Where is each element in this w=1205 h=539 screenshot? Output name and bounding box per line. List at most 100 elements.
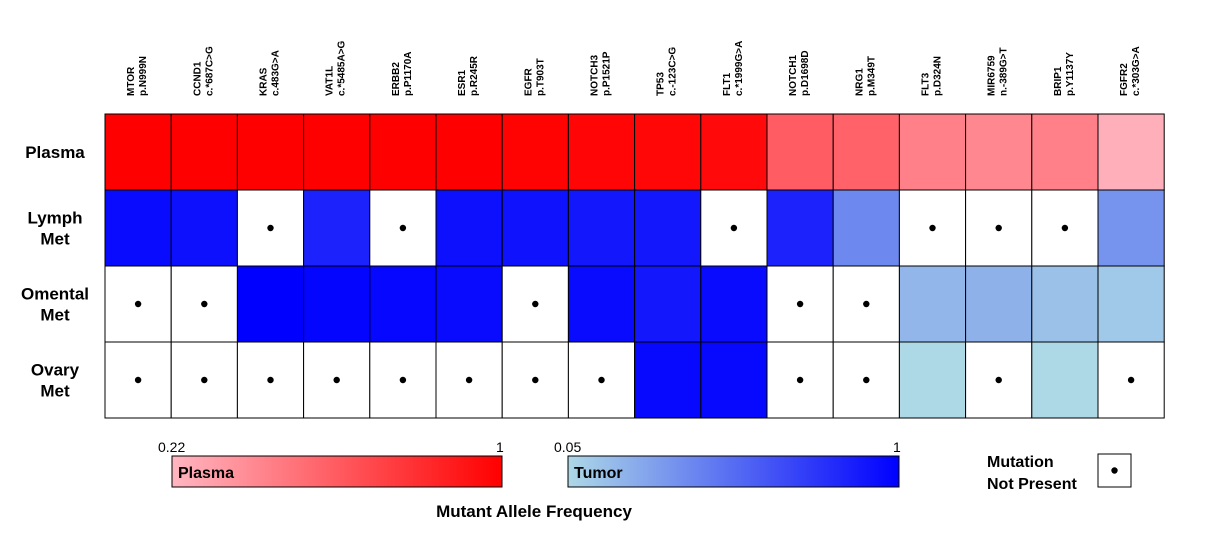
heatmap-cell [898,113,967,191]
column-gene-label: NRG1 [854,68,865,96]
mutation-not-present-dot [995,376,1002,384]
row-label: Plasma [25,143,85,162]
plasma-scale-name: Plasma [178,465,234,482]
mutation-not-present-dot [730,224,738,232]
column-variant-label: p.R245R [469,55,480,96]
heatmap-cell [170,113,238,191]
heatmap-cell [369,113,437,191]
heatmap-cell [236,341,305,419]
heatmap-cell [965,265,1033,343]
row-label: Met [40,382,70,401]
column-variant-label: p.D1698D [800,50,811,96]
heatmap-cell [104,189,172,267]
column-gene-label: CCND1 [192,61,203,96]
heatmap-cell [567,265,636,343]
mutation-not-present-dot [267,224,274,232]
mutation-not-present-dot [134,376,142,384]
heatmap-cell [700,265,768,343]
heatmap-cell [1097,189,1165,267]
heatmap-cell [634,341,702,419]
heatmap-cell [104,113,172,191]
heatmap-cell [832,113,900,191]
column-gene-label: ESR1 [457,69,468,96]
heatmap-cell [303,265,371,343]
mutation-not-present-dot [201,376,208,384]
heatmap-cell [965,341,1033,419]
mutation-not-present-dot [995,224,1002,232]
mutation-not-present-dot [598,376,605,384]
plasma-scale-min-label: 0.22 [158,439,185,455]
missing-legend-dot [1111,467,1118,474]
heatmap-cell [700,113,768,191]
heatmap-cell [1097,113,1165,191]
column-gene-label: BRIP1 [1053,66,1064,96]
column-variant-label: p.P1521P [602,51,613,96]
heatmap-cell [369,265,437,343]
column-variant-label: p.M349T [866,56,877,96]
mutation-not-present-dot [929,224,936,232]
mutation-not-present-dot [532,376,539,384]
heatmap-cell [435,189,503,267]
heatmap-cell [170,189,238,267]
column-variant-label: c.483G>A [271,50,282,96]
tumor-scale-max-label: 1 [893,439,901,455]
heatmap-cell [766,113,834,191]
mutation-not-present-dot [1127,376,1135,384]
column-gene-label: MTOR [126,66,137,96]
tumor-scale-name: Tumor [574,465,623,482]
heatmap-cell [435,113,503,191]
column-variant-label: c.*303G>A [1131,46,1142,96]
column-gene-label: FLT1 [722,72,733,96]
column-gene-label: TP53 [656,72,667,96]
column-gene-label: NOTCH1 [788,54,799,96]
mutation-not-present-dot [201,300,208,308]
mutation-not-present-dot [465,376,473,384]
heatmap-cell [1031,341,1099,419]
heatmap-cell [303,113,371,191]
heatmap-cell [700,341,768,419]
heatmap-cell [303,189,371,267]
column-variant-label: c.-123C>G [668,47,679,96]
heatmap-cell [965,113,1033,191]
heatmap-cell [501,113,569,191]
heatmap-cell [435,265,503,343]
heatmap-cell [832,189,900,267]
mutation-not-present-dot [333,376,340,384]
row-label: Met [40,230,70,249]
column-gene-label: EGFR [523,67,534,96]
row-label: Met [40,306,70,325]
column-gene-label: FGFR2 [1119,63,1130,96]
column-variant-label: p.N999N [138,56,149,96]
column-variant-label: c.*687C>G [204,46,215,96]
mutation-not-present-dot [532,300,539,308]
column-variant-label: p.T903T [535,58,546,96]
column-variant-label: p.Y1137Y [1065,52,1076,96]
heatmap-cell [1031,265,1099,343]
heatmap-cell [567,113,636,191]
mutation-not-present-dot [863,376,870,384]
heatmap-cell [898,341,967,419]
column-variant-label: n.-389G>T [999,47,1010,96]
column-gene-label: NOTCH3 [590,54,601,96]
column-variant-label: p.D324N [933,56,944,96]
heatmap-cell [236,265,305,343]
heatmap-cell [634,113,702,191]
column-variant-label: c.*1999G>A [734,41,745,96]
tumor-scale-min-label: 0.05 [554,439,581,455]
row-label: Omental [21,285,89,304]
heatmap-cell [170,265,238,343]
column-variant-label: p.P1170A [403,52,414,96]
mutation-not-present-dot [399,224,407,232]
heatmap-cell [567,189,636,267]
column-gene-label: MIR6759 [987,55,998,96]
mutation-not-present-dot [796,376,804,384]
column-gene-label: ERBB2 [391,62,402,96]
mutation-not-present-dot [134,300,142,308]
heatmap-cell [236,113,305,191]
heatmap-cell [1031,113,1099,191]
missing-legend-label: Not Present [987,476,1077,493]
column-variant-label: c.*5485A>G [337,40,348,96]
heatmap-cell [634,189,702,267]
